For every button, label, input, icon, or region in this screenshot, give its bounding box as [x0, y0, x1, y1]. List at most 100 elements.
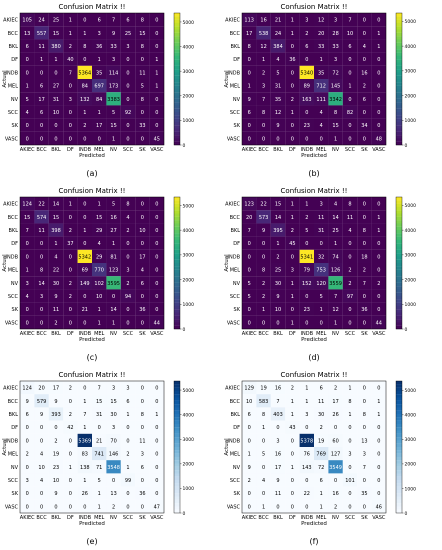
cell-value: 16 — [275, 386, 281, 392]
cell-value: 0 — [377, 110, 380, 116]
cell-value: 9 — [248, 465, 251, 471]
cell-value: 17 — [275, 465, 281, 471]
heatmap-cell — [20, 289, 35, 303]
cell-value: 0 — [320, 241, 323, 247]
cell-value: 35 — [275, 97, 281, 103]
heatmap-cell — [299, 420, 315, 434]
heatmap-cell — [328, 486, 343, 500]
heatmap-cell — [77, 131, 93, 146]
cell-value: 1 — [291, 215, 294, 221]
heatmap-cell — [63, 447, 78, 461]
cell-value: 0 — [305, 478, 308, 484]
heatmap-cell — [92, 52, 107, 66]
cell-value: 72 — [318, 465, 324, 471]
colorbar-segment — [174, 394, 180, 398]
cell-value: 3548 — [107, 465, 120, 471]
heatmap-cell — [20, 407, 35, 421]
cell-value: 123 — [109, 268, 119, 274]
heatmap-cell — [256, 223, 271, 237]
heatmap-cell — [106, 289, 121, 303]
heatmap-cell — [328, 276, 343, 290]
heatmap-cell — [342, 263, 358, 277]
cell-value: 0 — [348, 504, 351, 510]
heatmap-cell — [149, 13, 165, 27]
heatmap-cell — [149, 407, 165, 421]
cell-value: 9 — [276, 123, 279, 129]
heatmap-cell — [285, 236, 300, 250]
cell-value: 71 — [96, 465, 102, 471]
cell-value: 4 — [141, 268, 144, 274]
cell-value: 10 — [246, 399, 252, 405]
heatmap-cell — [256, 79, 271, 93]
cell-value: 27 — [53, 84, 59, 90]
colorbar-segment — [174, 423, 180, 428]
colorbar-tick-label: 4000 — [405, 44, 417, 50]
heatmap-cell — [149, 263, 165, 277]
colorbar-segment — [396, 499, 402, 504]
heatmap-cell — [34, 105, 49, 119]
heatmap-cell — [106, 39, 121, 53]
cell-value: 97 — [347, 294, 353, 300]
cell-value: 3 — [112, 57, 115, 63]
cell-value: 79 — [304, 268, 310, 274]
cell-value: 40 — [67, 57, 73, 63]
cell-value: 1 — [248, 452, 251, 458]
cell-value: 0 — [83, 18, 86, 24]
cell-value: 0 — [155, 281, 158, 287]
heatmap-cell — [270, 394, 286, 408]
cell-value: 0 — [69, 438, 72, 444]
colorbar-segment — [174, 299, 180, 303]
heatmap-cell — [34, 210, 49, 224]
heatmap-cell — [120, 263, 136, 277]
cell-value: 0 — [126, 57, 129, 63]
heatmap-cell — [371, 223, 387, 237]
cell-value: 0 — [363, 478, 366, 484]
cell-value: 1 — [377, 228, 380, 234]
heatmap-cell — [342, 394, 358, 408]
colorbar-segment — [396, 115, 402, 119]
heatmap-cell — [285, 223, 300, 237]
heatmap-cell — [120, 118, 136, 132]
cell-value: 0 — [363, 18, 366, 24]
y-tick-label: DF — [11, 425, 18, 431]
x-tick-label: SK — [139, 147, 146, 153]
cell-value: 83 — [82, 452, 88, 458]
heatmap-cell — [328, 460, 343, 474]
cell-value: 36 — [139, 491, 145, 497]
heatmap-cell — [135, 92, 150, 106]
cell-value: 14 — [332, 215, 338, 221]
y-tick-label: MEL — [230, 452, 240, 458]
heatmap-cell — [34, 315, 49, 330]
cell-value: 0 — [348, 425, 351, 431]
colorbar-segment — [396, 125, 402, 129]
colorbar-segment — [174, 226, 180, 231]
heatmap-cell — [328, 79, 343, 93]
cell-value: 5378 — [300, 438, 313, 444]
heatmap-cell — [285, 276, 300, 290]
heatmap-cell — [48, 420, 64, 434]
y-tick-label: DF — [233, 425, 240, 431]
colorbar-tick-label: 3000 — [405, 69, 417, 75]
cell-value: 31 — [53, 97, 59, 103]
colorbar-tick-label: 3000 — [405, 437, 417, 443]
y-axis-label: Actual — [224, 254, 230, 272]
cell-value: 20 — [318, 31, 324, 37]
x-tick-label: SK — [139, 515, 146, 521]
cell-value: 0 — [40, 438, 43, 444]
cell-value: 2 — [305, 215, 308, 221]
cell-value: 0 — [348, 320, 351, 326]
heatmap-cell — [371, 13, 387, 27]
colorbar-segment — [396, 417, 402, 421]
heatmap-cell — [328, 39, 343, 53]
cell-value: 3549 — [329, 465, 342, 471]
heatmap-cell — [149, 105, 165, 119]
cell-value: 15 — [110, 399, 116, 405]
plot-frame — [19, 196, 165, 330]
heatmap-cell — [314, 105, 329, 119]
colorbar-segment — [396, 486, 402, 490]
heatmap-cell — [371, 197, 387, 211]
heatmap-cell — [77, 52, 93, 66]
heatmap-cell — [135, 420, 150, 434]
colorbar-segment — [174, 440, 180, 444]
cell-value: 770 — [94, 268, 104, 274]
